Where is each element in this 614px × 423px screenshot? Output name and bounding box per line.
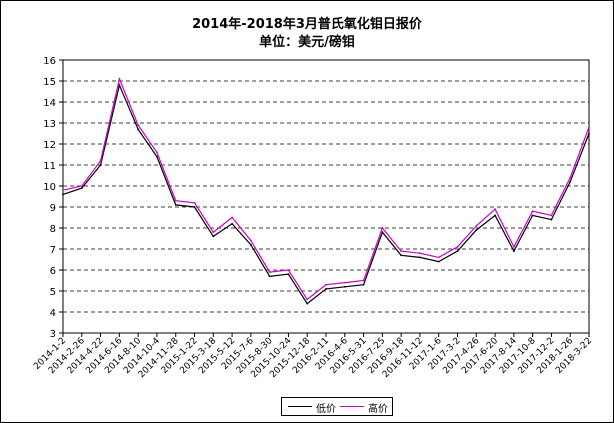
series-1-point-23: [494, 208, 496, 211]
series-0-point-3: [118, 84, 121, 87]
y-tick-label-8: 8: [50, 224, 56, 235]
series-0-point-4: [137, 128, 140, 131]
plot-area: [62, 59, 590, 334]
y-tick-label-16: 16: [43, 56, 56, 67]
series-0-point-12: [287, 273, 290, 276]
series-0-point-19: [419, 256, 421, 259]
series-0-point-22: [475, 229, 478, 232]
y-tick-labels: 3 4 5 6 7 8 9 10 11 12 13 14 15 16: [43, 56, 63, 340]
series-1-point-27: [569, 176, 572, 179]
y-tick-label-13: 13: [43, 119, 56, 130]
series-1-point-5: [156, 151, 158, 154]
series-0-point-25: [531, 214, 534, 217]
series-1-point-12: [287, 269, 290, 271]
series-1-point-8: [212, 231, 215, 234]
series-1-point-28: [588, 126, 590, 129]
y-tick-label-5: 5: [50, 287, 56, 298]
series-1-point-17: [381, 227, 384, 229]
x-tick-labels: 2014-1-22014-2-262014-4-222014-6-162014-…: [32, 333, 594, 380]
series-1-point-14: [325, 283, 327, 286]
series-1-point-25: [531, 210, 534, 213]
series-0-point-20: [437, 260, 440, 263]
y-tick-label-7: 7: [50, 245, 56, 256]
series-0-point-14: [325, 288, 327, 290]
series-1-point-0: [62, 189, 64, 192]
series-0-point-9: [231, 222, 234, 225]
series-1-point-2: [99, 159, 102, 162]
series-lines: [62, 76, 590, 305]
y-tick-label-10: 10: [43, 182, 56, 193]
series-0-point-2: [99, 164, 102, 166]
series-0-point-13: [306, 302, 309, 305]
gridlines: [63, 80, 589, 313]
series-1-point-3: [118, 78, 121, 80]
series-0-point-0: [62, 193, 64, 196]
series-1-point-19: [419, 252, 421, 255]
series-0-point-16: [362, 283, 365, 286]
series-1-point-1: [80, 185, 83, 187]
series-1-point-4: [137, 124, 140, 126]
series-1-point-21: [456, 246, 459, 248]
y-tick-label-12: 12: [43, 140, 56, 151]
series-0-point-7: [193, 206, 196, 208]
series-1-point-22: [475, 225, 478, 227]
y-tick-label-4: 4: [50, 308, 56, 319]
legend-swatch-low: [288, 406, 312, 407]
series-1-point-6: [174, 199, 177, 202]
legend-label-high: 高价: [368, 404, 388, 415]
series-0-point-28: [588, 132, 590, 135]
series-0-point-1: [80, 187, 83, 190]
series-0-point-23: [494, 214, 496, 217]
plot-frame: [62, 59, 590, 334]
series-0-point-17: [381, 231, 384, 234]
series-0-point-8: [212, 235, 215, 238]
series-1-point-24: [513, 246, 515, 248]
y-tick-label-15: 15: [43, 77, 56, 88]
series-1-point-26: [550, 214, 553, 217]
y-tick-label-14: 14: [43, 98, 56, 109]
series-0-point-15: [343, 285, 346, 288]
series-0-point-26: [550, 218, 553, 221]
series-0-point-5: [156, 155, 158, 158]
series-1-point-13: [306, 298, 309, 301]
series-1-point-20: [437, 256, 440, 259]
series-0-point-24: [513, 250, 515, 253]
series-0-point-27: [569, 180, 572, 183]
series-0-point-18: [400, 254, 402, 257]
legend-swatch-high: [340, 406, 364, 407]
series-0-point-6: [174, 204, 177, 206]
series-1-point-7: [193, 201, 196, 204]
y-tick-label-6: 6: [50, 266, 56, 277]
chart-title: 2014年-2018年3月普氏氧化钼日报价: [192, 17, 422, 32]
y-tick-label-3: 3: [50, 329, 56, 340]
series-0-point-10: [250, 243, 252, 246]
series-1-point-11: [268, 271, 271, 273]
series-0-point-21: [456, 250, 459, 253]
series-1-point-10: [250, 239, 252, 242]
series-1-point-15: [343, 281, 346, 284]
series-1-point-18: [400, 250, 402, 253]
chart-subtitle: 单位：美元/磅钼: [259, 35, 355, 50]
series-1-point-16: [362, 279, 365, 282]
y-tick-label-9: 9: [50, 203, 56, 214]
legend: 低价 高价: [281, 397, 393, 416]
series-0-point-11: [268, 275, 271, 278]
legend-label-low: 低价: [316, 404, 336, 415]
series-1-point-9: [231, 216, 234, 219]
y-tick-label-11: 11: [43, 161, 56, 172]
